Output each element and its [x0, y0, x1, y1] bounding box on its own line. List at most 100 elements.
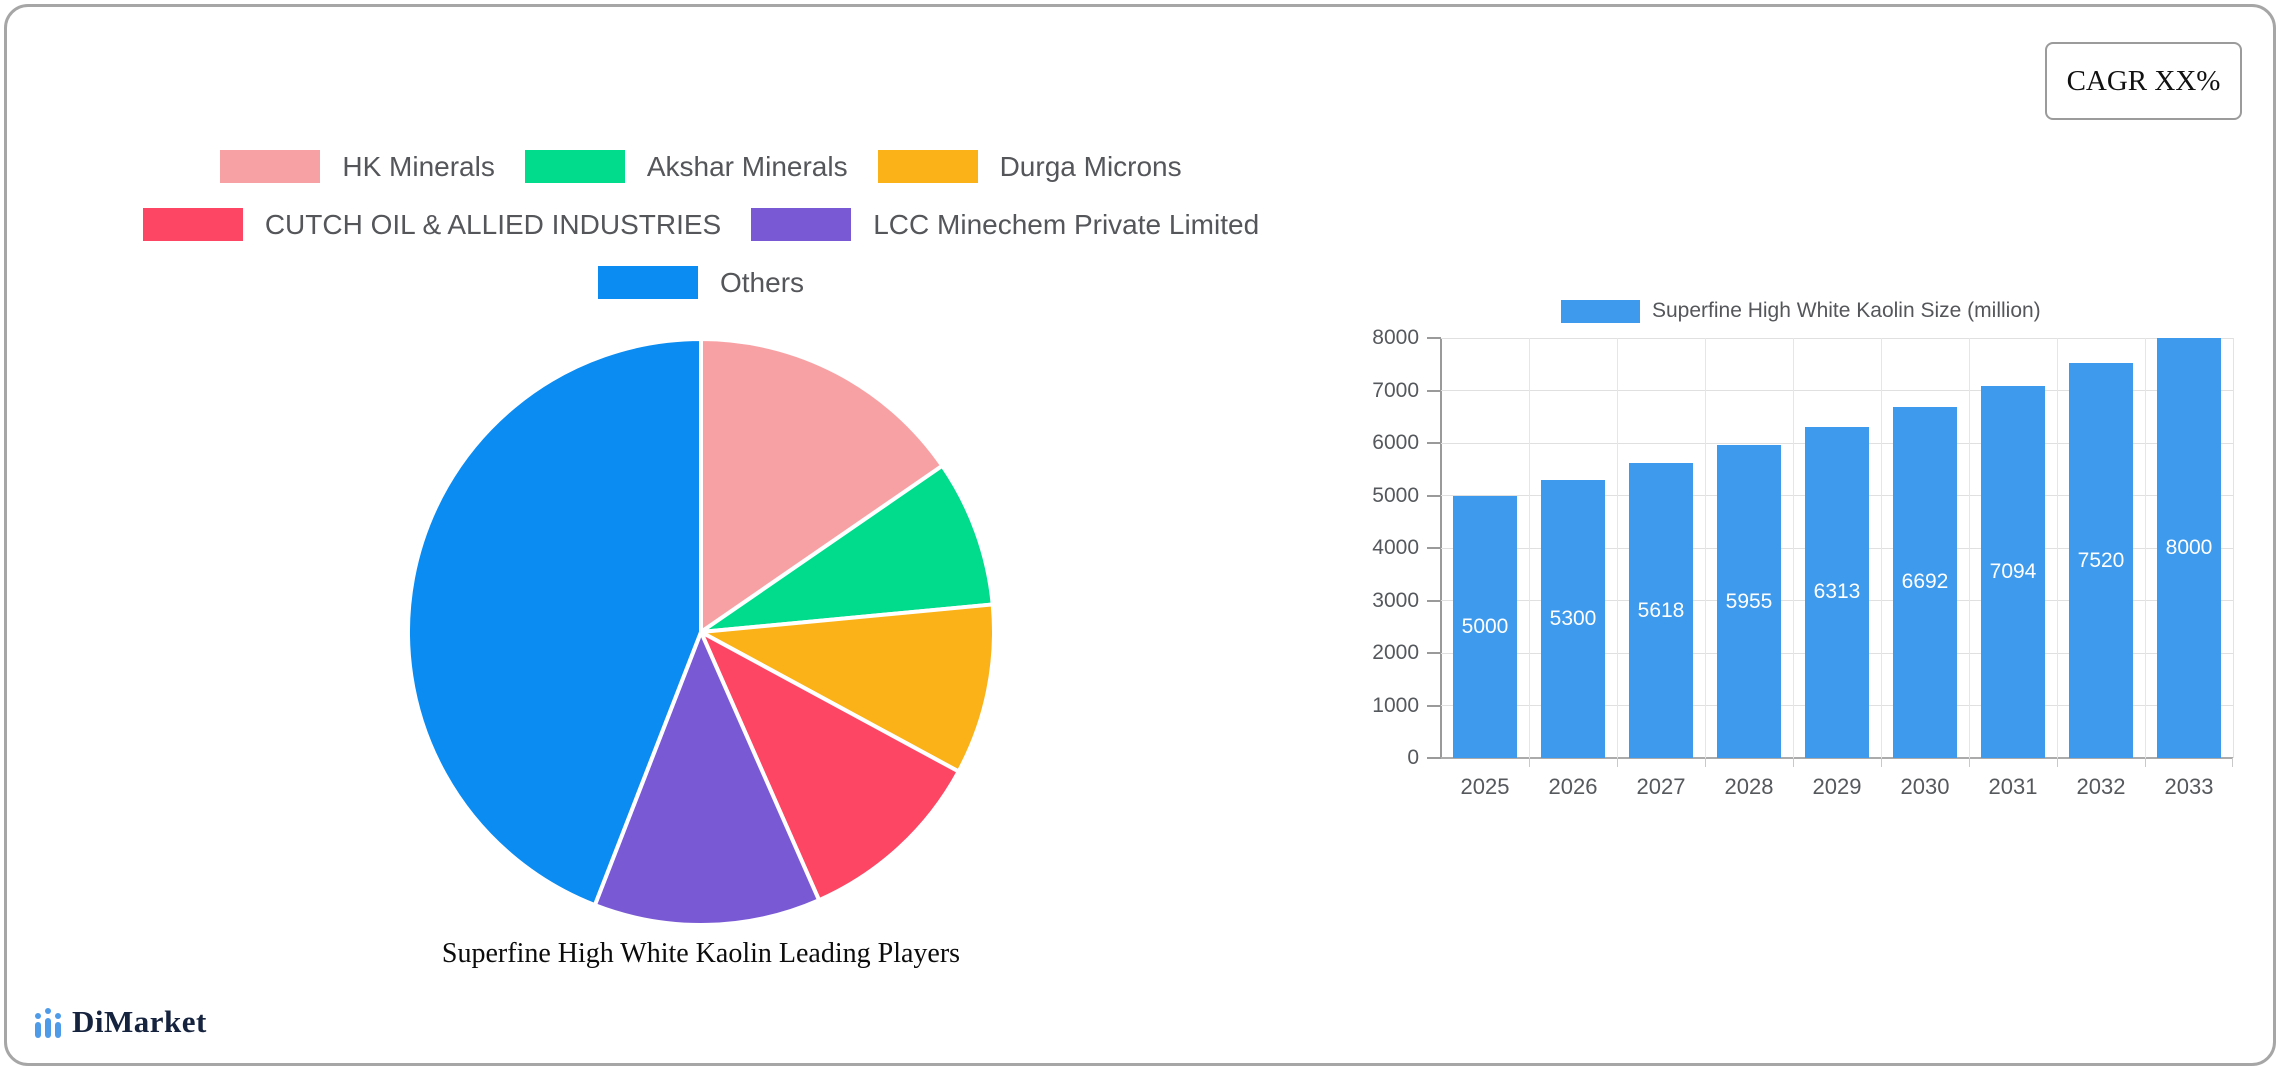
- bar-2027[interactable]: 5618: [1629, 463, 1693, 758]
- y-tick-mark: [1427, 442, 1441, 444]
- pie-slice-5[interactable]: [406, 337, 703, 908]
- bar-value-label: 6313: [1813, 580, 1861, 604]
- bar-2025[interactable]: 5000: [1453, 495, 1517, 758]
- legend-label: HK Minerals: [342, 151, 495, 182]
- y-tick-label: 7000: [1372, 378, 1419, 402]
- y-tick-mark: [1427, 547, 1441, 549]
- x-tick-mark: [1704, 758, 1706, 767]
- gridline-v: [2144, 338, 2146, 758]
- x-tick-label: 2027: [1636, 774, 1686, 799]
- legend-swatch: [142, 208, 243, 241]
- gridline-v: [1880, 338, 1882, 758]
- legend-item-1[interactable]: Akshar Minerals: [524, 150, 848, 183]
- gridline-v: [1616, 338, 1618, 758]
- legend-label: CUTCH OIL & ALLIED INDUSTRIES: [264, 209, 722, 240]
- y-tick-label: 6000: [1372, 431, 1419, 454]
- cagr-label: CAGR XX%: [2066, 64, 2221, 97]
- x-tick-mark: [1792, 758, 1794, 767]
- x-tick-mark: [1616, 758, 1618, 767]
- bar-value-label: 5618: [1637, 598, 1685, 622]
- legend-item-4[interactable]: LCC Minechem Private Limited: [751, 208, 1259, 241]
- bar-2030[interactable]: 6692: [1893, 406, 1957, 758]
- bar-2028[interactable]: 5955: [1717, 445, 1781, 758]
- legend-label: Others: [719, 267, 805, 298]
- legend-swatch: [524, 150, 625, 183]
- gridline-v: [1704, 338, 1706, 758]
- bar-plot: 0 1000 2000 3000 4000 5000 6000 7000 8000 5000 202…: [1372, 326, 2234, 799]
- legend-swatch: [597, 266, 698, 299]
- legend-label: Durga Microns: [999, 151, 1182, 182]
- bar-2033[interactable]: 8000: [2157, 338, 2221, 758]
- brand-logo: DiMarket: [34, 1004, 207, 1040]
- legend-swatch: [751, 208, 852, 241]
- y-tick-mark: [1427, 704, 1441, 707]
- x-tick-mark: [1528, 758, 1530, 767]
- bar-value-label: 5000: [1461, 614, 1509, 638]
- cagr-badge: CAGR XX%: [2045, 42, 2242, 120]
- y-tick-label: 4000: [1372, 536, 1419, 559]
- bar-2026[interactable]: 5300: [1541, 479, 1605, 758]
- x-tick-mark: [1968, 758, 1970, 767]
- bar-chart-icon: [35, 1007, 61, 1038]
- x-tick-label: 2033: [2164, 774, 2214, 799]
- gridline-v: [2056, 338, 2058, 758]
- gridline-v: [1968, 338, 1970, 758]
- bar-value-label: 7520: [2077, 548, 2125, 572]
- y-tick-mark: [1427, 599, 1441, 602]
- x-tick-label: 2031: [1988, 774, 2038, 799]
- bar-value-label: 8000: [2165, 536, 2213, 559]
- x-tick-label: 2030: [1900, 774, 1950, 799]
- pie-legend-row: CUTCH OIL & ALLIED INDUSTRIES LCC Mineche…: [142, 208, 1259, 241]
- x-tick-mark: [2144, 758, 2146, 767]
- pie-chart: [406, 337, 996, 928]
- brand-name: DiMarket: [72, 1004, 207, 1039]
- bar-value-label: 7094: [1989, 559, 2037, 583]
- gridline-v: [1792, 338, 1794, 758]
- pie-slice-1[interactable]: [699, 463, 995, 634]
- legend-swatch: [877, 150, 978, 183]
- y-tick-mark: [1427, 757, 1441, 759]
- legend-item-5[interactable]: Others: [597, 266, 805, 299]
- y-tick-label: 5000: [1372, 483, 1419, 507]
- legend-label: Akshar Minerals: [646, 151, 848, 182]
- legend-swatch: [220, 150, 321, 183]
- y-tick-label: 0: [1407, 746, 1419, 769]
- pie-slice-3[interactable]: [699, 630, 961, 903]
- legend-item-2[interactable]: Durga Microns: [877, 150, 1182, 183]
- bar-2031[interactable]: 7094: [1981, 385, 2045, 758]
- pie-slice-4[interactable]: [592, 630, 822, 928]
- x-tick-label: 2032: [2076, 774, 2126, 799]
- x-tick-mark: [1880, 758, 1882, 767]
- y-tick-label: 1000: [1372, 693, 1419, 717]
- legend-item-3[interactable]: CUTCH OIL & ALLIED INDUSTRIES: [142, 208, 722, 241]
- bar-2029[interactable]: 6313: [1805, 426, 1869, 758]
- x-tick-label: 2025: [1460, 774, 1510, 799]
- bar-legend-swatch: [1561, 299, 1640, 323]
- y-tick-mark: [1427, 652, 1441, 654]
- bar-legend[interactable]: Superfine High White Kaolin Size (millio…: [1561, 299, 2041, 323]
- x-tick-label: 2026: [1548, 774, 1598, 799]
- x-tick-label: 2028: [1724, 774, 1774, 799]
- gridline-v: [1528, 338, 1530, 758]
- legend-label: LCC Minechem Private Limited: [873, 209, 1260, 240]
- y-tick-label: 8000: [1372, 326, 1419, 349]
- pie-slice-2[interactable]: [699, 602, 996, 774]
- pie-legend-row: HK Minerals Akshar Minerals Durga Microns: [220, 150, 1182, 183]
- pie-legend-row: Others: [597, 266, 805, 299]
- x-tick-mark: [2056, 758, 2058, 767]
- gridline-h: [1441, 390, 2233, 391]
- gridline-h: [1441, 337, 2233, 339]
- pie-slice-0[interactable]: [699, 337, 945, 634]
- legend-item-0[interactable]: HK Minerals: [220, 150, 495, 183]
- bar-2032[interactable]: 7520: [2069, 363, 2133, 758]
- pie-legend: HK Minerals Akshar Minerals Durga Microns C…: [20, 150, 1382, 299]
- y-tick-label: 3000: [1372, 588, 1419, 612]
- y-tick-mark: [1427, 494, 1441, 497]
- bar-value-label: 5955: [1725, 589, 1773, 613]
- bar-legend-label: Superfine High White Kaolin Size (millio…: [1652, 299, 2041, 322]
- pie-chart-title: Superfine High White Kaolin Leading Play…: [441, 938, 961, 969]
- bar-value-label: 6692: [1901, 570, 1949, 594]
- y-tick-mark: [1427, 389, 1441, 392]
- bar-value-label: 5300: [1549, 606, 1597, 630]
